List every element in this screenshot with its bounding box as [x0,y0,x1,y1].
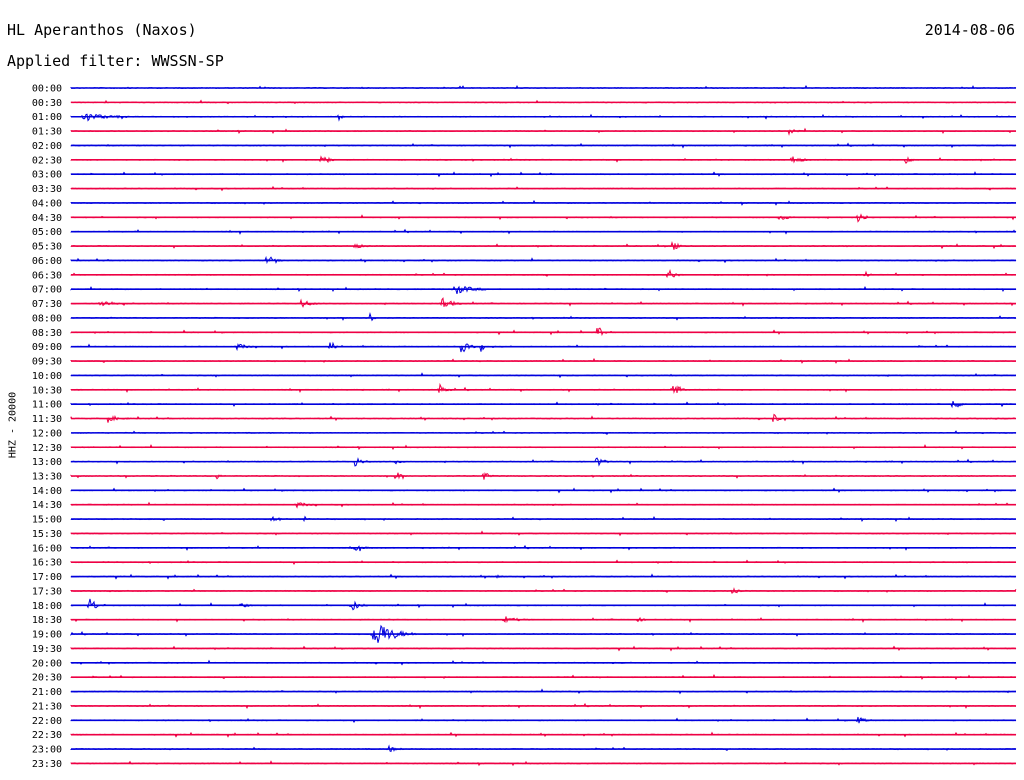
time-label: 12:30 [32,443,62,454]
time-label: 16:30 [32,558,62,569]
time-label: 11:00 [32,400,62,411]
time-label-group: 00:00 00:30 01:00 01:30 02:00 02:30 03:00 03:30… [32,84,62,770]
time-label: 14:30 [32,500,62,511]
time-label: 17:30 [32,586,62,597]
time-label: 07:30 [32,299,62,310]
time-label: 10:00 [32,371,62,382]
time-label: 11:30 [32,414,62,425]
time-label: 00:00 [32,84,62,95]
time-label: 06:00 [32,256,62,267]
station-title: HL Aperanthos (Naxos) [7,21,197,39]
trace-line [70,269,1017,279]
time-label: 04:30 [32,213,62,224]
trace-line [70,297,1017,308]
time-label: 05:00 [32,227,62,238]
trace-line [70,285,1017,295]
time-label: 19:30 [32,644,62,655]
time-label: 03:30 [32,184,62,195]
time-label: 22:30 [32,730,62,741]
time-label: 15:30 [32,529,62,540]
time-label: 09:30 [32,357,62,368]
time-label: 13:00 [32,457,62,468]
time-label: 03:00 [32,170,62,181]
time-label: 20:00 [32,658,62,669]
time-label: 12:00 [32,428,62,439]
time-label: 02:30 [32,155,62,166]
time-label: 19:00 [32,630,62,641]
time-label: 04:00 [32,198,62,209]
time-label: 18:30 [32,615,62,626]
record-date: 2014-08-06 [924,21,1015,39]
time-label: 00:30 [32,98,62,109]
trace-line [70,311,1017,322]
time-label: 13:30 [32,471,62,482]
trace-line [70,382,1017,394]
time-label: 15:00 [32,515,62,526]
time-label: 10:30 [32,385,62,396]
time-label: 17:00 [32,572,62,583]
time-label: 06:30 [32,270,62,281]
filter-label: Applied filter: WWSSN-SP [7,52,224,70]
time-label: 21:00 [32,687,62,698]
time-label: 01:00 [32,112,62,123]
time-label: 08:00 [32,313,62,324]
time-label: 07:00 [32,285,62,296]
time-label: 22:00 [32,716,62,727]
time-label: 05:30 [32,242,62,253]
time-label: 09:00 [32,342,62,353]
time-label: 20:30 [32,673,62,684]
trace-group [70,84,1017,767]
trace-line [70,327,1017,337]
time-label: 18:00 [32,601,62,612]
time-label: 16:00 [32,543,62,554]
trace-line [70,598,1017,611]
time-label: 02:00 [32,141,62,152]
time-label: 21:30 [32,701,62,712]
time-label: 14:00 [32,486,62,497]
time-label: 23:30 [32,759,62,770]
trace-line [70,213,1017,223]
time-label: 08:30 [32,328,62,339]
time-label: 01:30 [32,127,62,138]
time-label: 23:00 [32,745,62,756]
